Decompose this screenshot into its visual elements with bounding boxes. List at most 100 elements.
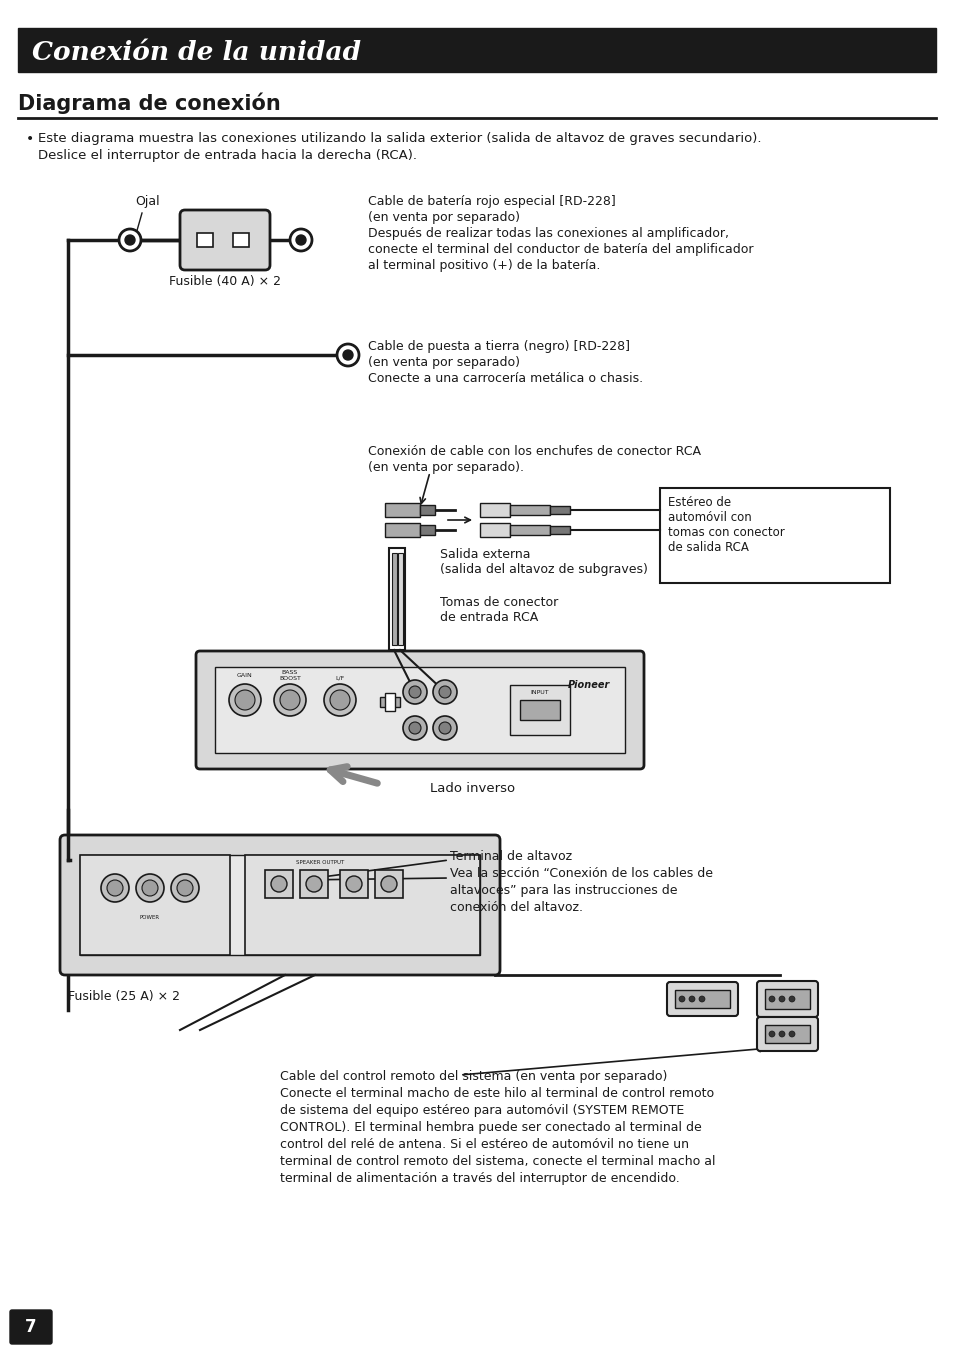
Text: L/F: L/F [335,675,344,680]
Circle shape [779,1031,784,1037]
Bar [385,503,419,518]
Text: (en venta por separado): (en venta por separado) [368,211,519,224]
Text: SPEAKER OUTPUT: SPEAKER OUTPUT [295,860,344,864]
Circle shape [290,229,312,251]
Circle shape [788,996,794,1001]
Text: Terminal de altavoz: Terminal de altavoz [450,850,572,863]
Text: Cable de batería rojo especial [RD-228]: Cable de batería rojo especial [RD-228] [368,195,615,209]
Text: conecte el terminal del conductor de batería del amplificador: conecte el terminal del conductor de bat… [368,243,753,256]
Circle shape [768,1031,774,1037]
Circle shape [330,690,350,710]
Circle shape [125,234,135,245]
Bar [18,28,935,72]
Circle shape [306,875,322,892]
Circle shape [295,234,306,245]
FancyBboxPatch shape [666,982,738,1016]
Bar [479,523,510,537]
Text: Estéreo de
automóvil con
tomas con conector
de salida RCA: Estéreo de automóvil con tomas con conec… [667,496,784,554]
Text: altavoces” para las instrucciones de: altavoces” para las instrucciones de [450,883,677,897]
Text: Lado inverso: Lado inverso [430,782,515,795]
Text: conexión del altavoz.: conexión del altavoz. [450,901,582,915]
Text: Conexión de cable con los enchufes de conector RCA: Conexión de cable con los enchufes de co… [368,444,700,458]
Circle shape [433,680,456,705]
Bar [245,855,479,955]
Text: Vea la sección “Conexión de los cables de: Vea la sección “Conexión de los cables d… [450,867,712,879]
Circle shape [142,879,158,896]
Text: Tomas de conector
de entrada RCA: Tomas de conector de entrada RCA [439,596,558,625]
FancyBboxPatch shape [60,835,499,976]
Circle shape [346,875,361,892]
Text: Pioneer: Pioneer [567,680,609,690]
Bar [519,701,559,720]
Text: CONTROL). El terminal hembra puede ser conectado al terminal de: CONTROL). El terminal hembra puede ser c… [280,1121,701,1134]
Bar [550,526,569,534]
Bar [299,870,328,898]
Circle shape [229,684,261,715]
Text: terminal de control remoto del sistema, conecte el terminal macho al: terminal de control remoto del sistema, … [280,1154,715,1168]
Circle shape [107,879,123,896]
Bar [510,524,550,535]
Text: Conecte a una carrocería metálica o chasis.: Conecte a una carrocería metálica o chas… [368,373,642,385]
Text: Este diagrama muestra las conexiones utilizando la salida exterior (salida de al: Este diagrama muestra las conexiones uti… [38,131,760,145]
FancyBboxPatch shape [757,981,817,1018]
Bar [764,989,809,1009]
Bar [419,524,435,535]
Circle shape [688,996,695,1001]
Bar [339,870,368,898]
Text: GAIN: GAIN [237,673,253,678]
Bar [510,505,550,515]
Circle shape [788,1031,794,1037]
Circle shape [280,690,299,710]
Text: •: • [26,131,34,146]
Text: control del relé de antena. Si el estéreo de automóvil no tiene un: control del relé de antena. Si el estére… [280,1138,688,1150]
Circle shape [380,875,396,892]
Circle shape [171,874,199,902]
Circle shape [177,879,193,896]
Text: Fusible (40 A) × 2: Fusible (40 A) × 2 [169,275,281,289]
Text: Deslice el interruptor de entrada hacia la derecha (RCA).: Deslice el interruptor de entrada hacia … [38,149,416,163]
Circle shape [433,715,456,740]
Bar [397,553,402,645]
Circle shape [136,874,164,902]
FancyBboxPatch shape [10,1310,52,1344]
Bar [675,991,729,1008]
Bar [375,870,402,898]
Text: Después de realizar todas las conexiones al amplificador,: Después de realizar todas las conexiones… [368,228,728,240]
Circle shape [679,996,684,1001]
Text: BASS
BOOST: BASS BOOST [279,669,300,680]
Text: Conexión de la unidad: Conexión de la unidad [32,39,361,65]
FancyBboxPatch shape [195,650,643,770]
Text: 7: 7 [25,1318,37,1336]
FancyBboxPatch shape [757,1018,817,1051]
Bar [265,870,293,898]
Bar [392,553,396,645]
Circle shape [271,875,287,892]
Circle shape [438,722,451,734]
Bar [233,233,249,247]
Bar [510,686,569,734]
Bar [379,696,399,707]
Text: (en venta por separado).: (en venta por separado). [368,461,523,474]
Bar [419,505,435,515]
Circle shape [699,996,704,1001]
Circle shape [402,715,427,740]
Bar [80,855,230,955]
Circle shape [336,344,358,366]
Text: Fusible (25 A) × 2: Fusible (25 A) × 2 [68,991,180,1003]
Text: INPUT: INPUT [530,690,549,695]
Bar [389,547,405,650]
Bar [385,523,419,537]
Text: Cable del control remoto del sistema (en venta por separado): Cable del control remoto del sistema (en… [280,1070,667,1083]
Bar [80,855,479,955]
Bar [196,233,213,247]
Text: POWER: POWER [140,915,160,920]
Circle shape [409,722,420,734]
Text: Salida externa
(salida del altavoz de subgraves): Salida externa (salida del altavoz de su… [439,547,647,576]
Text: al terminal positivo (+) de la batería.: al terminal positivo (+) de la batería. [368,259,599,272]
Text: Conecte el terminal macho de este hilo al terminal de control remoto: Conecte el terminal macho de este hilo a… [280,1087,714,1100]
Text: Diagrama de conexión: Diagrama de conexión [18,92,280,114]
Bar [764,1024,809,1043]
Circle shape [409,686,420,698]
Circle shape [324,684,355,715]
Circle shape [101,874,129,902]
